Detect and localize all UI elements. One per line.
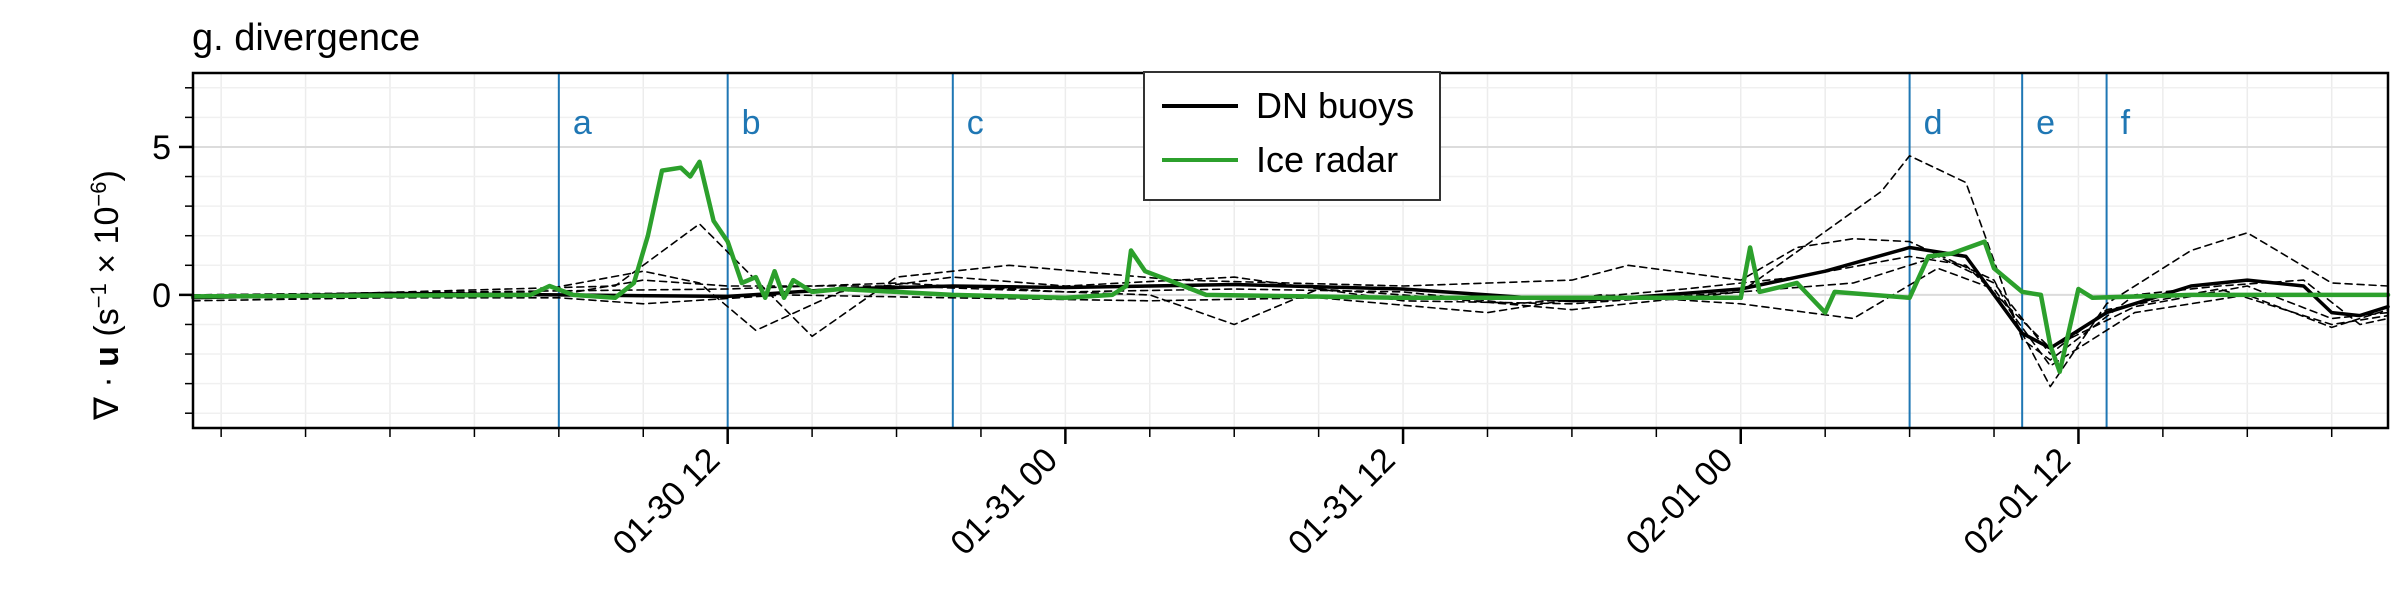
x-tick-label: 01-31 00 — [943, 441, 1065, 563]
event-label-e: e — [2036, 104, 2055, 142]
event-label-d: d — [1924, 104, 1943, 142]
x-tick-label: 01-30 12 — [606, 441, 728, 563]
event-markers: a b c d e f — [557, 73, 2131, 428]
y-axis-label-prefix: ∇ · — [88, 367, 126, 421]
series-line-buoy-3 — [192, 223, 2389, 388]
x-tick-label: 02-01 00 — [1619, 441, 1741, 563]
x-tick-label: 01-31 12 — [1281, 441, 1403, 563]
event-label-a: a — [573, 104, 592, 142]
series-line-buoy-5 — [192, 267, 2389, 367]
series-line-buoy-6 — [192, 255, 2389, 349]
y-axis-label-exp2: −6 — [86, 182, 111, 207]
y-axis-label-times: × 10 — [88, 207, 126, 284]
legend-label-dn-buoys: DN buoys — [1256, 85, 1414, 126]
y-tick-label: 5 — [152, 129, 171, 167]
chart-title: g. divergence — [192, 17, 420, 59]
event-label-c: c — [967, 104, 984, 142]
event-label-b: b — [742, 104, 761, 142]
x-tick-label: 02-01 12 — [1956, 441, 2078, 563]
y-axis-label-units-open: (s — [88, 308, 126, 346]
y-axis-label-exp1: −1 — [86, 283, 111, 308]
y-axis-label: ∇ · u (s−1 × 10−6) — [86, 170, 127, 421]
series-lines — [190, 155, 2391, 388]
y-axis-label-symbol: u — [88, 346, 126, 367]
series-line-buoy-4 — [192, 255, 2389, 355]
series-line-ice-radar — [190, 159, 2391, 375]
legend-label-ice-radar: Ice radar — [1256, 139, 1398, 180]
event-label-f: f — [2121, 104, 2131, 142]
legend-box — [1143, 71, 1441, 201]
legend: DN buoys Ice radar — [1143, 71, 1441, 201]
y-tick-label: 0 — [152, 277, 171, 315]
y-axis-label-units-close: ) — [88, 170, 126, 181]
